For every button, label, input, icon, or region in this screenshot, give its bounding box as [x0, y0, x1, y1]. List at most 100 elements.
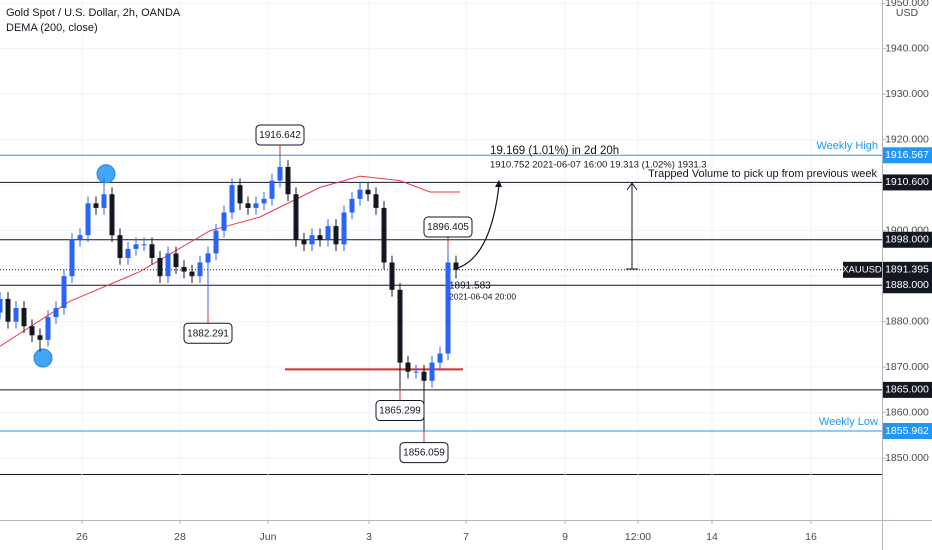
callout-box: [375, 400, 425, 422]
curved-arrow: [457, 184, 500, 269]
y-tick-label: 1940.000: [885, 42, 929, 54]
candle-body: [413, 371, 419, 373]
candle-body: [189, 271, 195, 277]
symbol-label: XAUUSD: [842, 264, 882, 275]
callout-box: [423, 216, 473, 238]
candle-body: [117, 235, 123, 258]
candle-body: [421, 371, 427, 381]
callout-label: 1896.405: [427, 222, 469, 233]
y-tick-label: 1920.000: [885, 133, 929, 145]
candle-body: [93, 203, 99, 208]
indicator-label: DEMA (200, close): [6, 22, 98, 34]
x-tick-label: 16: [805, 531, 817, 543]
x-tick-label: 26: [76, 531, 88, 543]
candle-body: [157, 257, 163, 277]
candle-body: [133, 244, 139, 249]
candle-body: [221, 212, 227, 231]
marker-circle: [96, 164, 116, 184]
y-tick-label: 1870.000: [885, 361, 929, 373]
level-tag: [883, 277, 932, 294]
level-name: Weekly Low: [819, 416, 878, 428]
callout-label: 1882.291: [187, 328, 229, 339]
y-tick-label: 1860.000: [885, 406, 929, 418]
candle-body: [237, 185, 243, 204]
candle-body: [285, 166, 291, 195]
x-tick-label: 3: [366, 531, 372, 543]
candle-body: [21, 307, 27, 327]
candle-body: [405, 362, 411, 372]
candle-body: [45, 317, 51, 340]
candle-body: [309, 235, 315, 245]
candle-body: [261, 198, 267, 204]
last-price-tag: [883, 261, 932, 278]
callout-box: [183, 322, 233, 344]
candle-body: [445, 262, 451, 354]
level-label: 1898.000: [885, 234, 929, 246]
candle-body: [293, 194, 299, 240]
candle-body: [253, 203, 259, 208]
level-tag: [883, 423, 932, 440]
candle-body: [77, 235, 83, 240]
candle-body: [373, 194, 379, 208]
candle-body: [269, 180, 275, 199]
candle-body: [141, 244, 147, 246]
level-label: 1865.000: [885, 384, 929, 396]
measure-text: 19.169 (1.01%) in 2d 20h: [490, 145, 619, 157]
symbol-tag: [843, 261, 882, 278]
candle-body: [245, 203, 251, 208]
candle-body: [437, 353, 443, 363]
candle-body: [317, 235, 323, 240]
note: Trapped Volume to pick up from previous …: [648, 168, 877, 180]
candle-body: [365, 189, 371, 195]
time-note: 2021-06-04 20:00: [449, 291, 516, 301]
level-tag: [883, 147, 932, 164]
candle-body: [101, 194, 107, 208]
candle-body: [229, 185, 235, 213]
level-label: 1855.962: [885, 425, 929, 437]
candle-body: [205, 253, 211, 263]
x-tick-label: 9: [562, 531, 568, 543]
candle-body: [37, 335, 43, 340]
measure-detail: 1910.752 2021-06-07 16:00 19.313 (1.02%)…: [490, 160, 707, 171]
level-tag: [883, 231, 932, 248]
level-label: 1910.600: [885, 176, 929, 188]
candle-body: [173, 253, 179, 268]
candle-body: [453, 262, 459, 270]
candle-body: [213, 230, 219, 254]
candle-body: [357, 189, 363, 199]
candle-body: [109, 194, 115, 236]
chart-title: Gold Spot / U.S. Dollar, 2h, OANDA: [6, 7, 181, 19]
candle-body: [301, 239, 307, 245]
candle-body: [165, 253, 171, 277]
level-name: Weekly High: [816, 140, 878, 152]
candle-body: [53, 307, 59, 318]
dema-line: [0, 175, 460, 347]
candle-body: [389, 262, 395, 290]
candle-body: [85, 203, 91, 236]
price-note: 1891.583: [449, 281, 491, 292]
candle-body: [277, 166, 283, 181]
candle-body: [13, 307, 19, 322]
y-tick-label: 1850.000: [885, 452, 929, 464]
x-tick-label: 12:00: [625, 531, 651, 543]
level-tag: [883, 381, 932, 398]
candle-body: [429, 362, 435, 381]
candle-body: [341, 212, 347, 245]
marker-circle: [33, 348, 53, 368]
y-tick-label: 1880.000: [885, 315, 929, 327]
callout-box: [399, 442, 449, 464]
candle-body: [5, 298, 11, 322]
candle-body: [381, 207, 387, 263]
callout-label: 1865.299: [379, 406, 421, 417]
y-tick-label: 1950.000: [885, 0, 929, 9]
candle-body: [349, 198, 355, 213]
callout-box: [255, 124, 305, 146]
candle-body: [325, 226, 331, 240]
level-tag: [883, 174, 932, 191]
level-label: 1888.000: [885, 279, 929, 291]
candle-body: [397, 289, 403, 363]
candle-body: [29, 326, 35, 336]
arrow-head: [495, 180, 502, 187]
candle-body: [149, 244, 155, 258]
